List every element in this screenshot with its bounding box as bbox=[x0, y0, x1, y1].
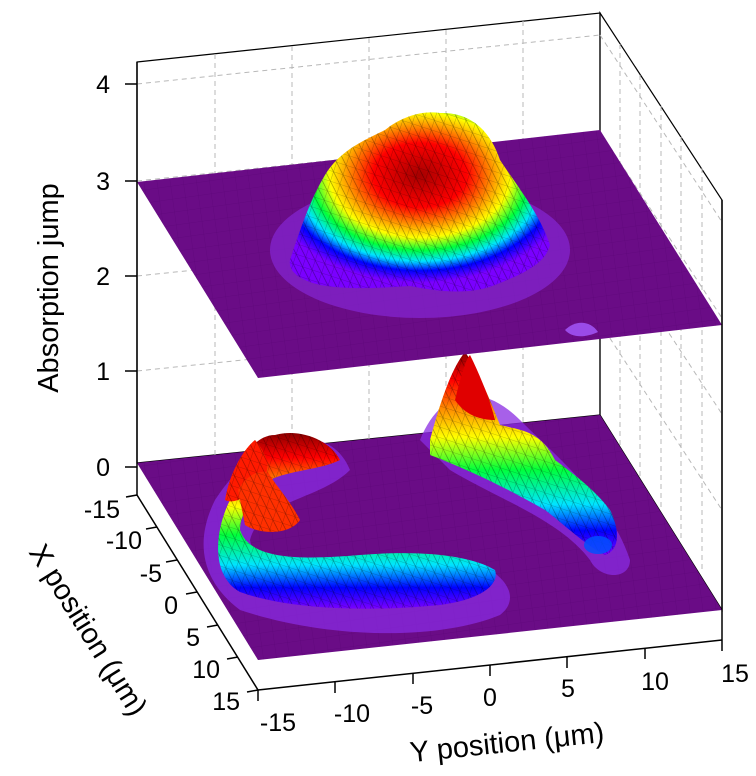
y-tick-label: -15 bbox=[260, 709, 296, 737]
y-tick-label: -10 bbox=[334, 700, 370, 728]
x-tick-label: 5 bbox=[186, 624, 200, 652]
z-axis-title: Absorption jump bbox=[33, 183, 65, 393]
z-axis: 4 3 2 1 0 bbox=[96, 71, 137, 482]
z-tick-label: 0 bbox=[96, 454, 110, 482]
y-tick-label: 0 bbox=[483, 684, 497, 712]
z-tick-label: 3 bbox=[96, 168, 110, 196]
x-tick-label: -15 bbox=[84, 496, 120, 524]
y-tick-label: 15 bbox=[721, 660, 749, 688]
z-tick-label: 2 bbox=[96, 263, 110, 291]
z-tick-label: 1 bbox=[96, 358, 110, 386]
y-axis: -15 -10 -5 0 5 10 15 bbox=[257, 640, 749, 737]
y-tick-label: 10 bbox=[641, 668, 669, 696]
y-tick-label: -5 bbox=[411, 692, 433, 720]
x-tick-label: -5 bbox=[140, 560, 162, 588]
z-tick-label: 4 bbox=[96, 71, 110, 99]
lower-surface bbox=[137, 352, 722, 660]
x-tick-label: 0 bbox=[164, 592, 178, 620]
x-tick-label: -10 bbox=[106, 527, 142, 555]
upper-surface bbox=[137, 112, 722, 378]
x-tick-label: 10 bbox=[192, 656, 220, 684]
y-tick-label: 5 bbox=[561, 675, 575, 703]
y-axis-title: Y position (μm) bbox=[408, 717, 605, 769]
x-axis-title: X position (μm) bbox=[22, 539, 153, 722]
x-tick-label: 15 bbox=[212, 688, 240, 716]
x-axis: -15 -10 -5 0 5 10 15 bbox=[84, 494, 259, 716]
